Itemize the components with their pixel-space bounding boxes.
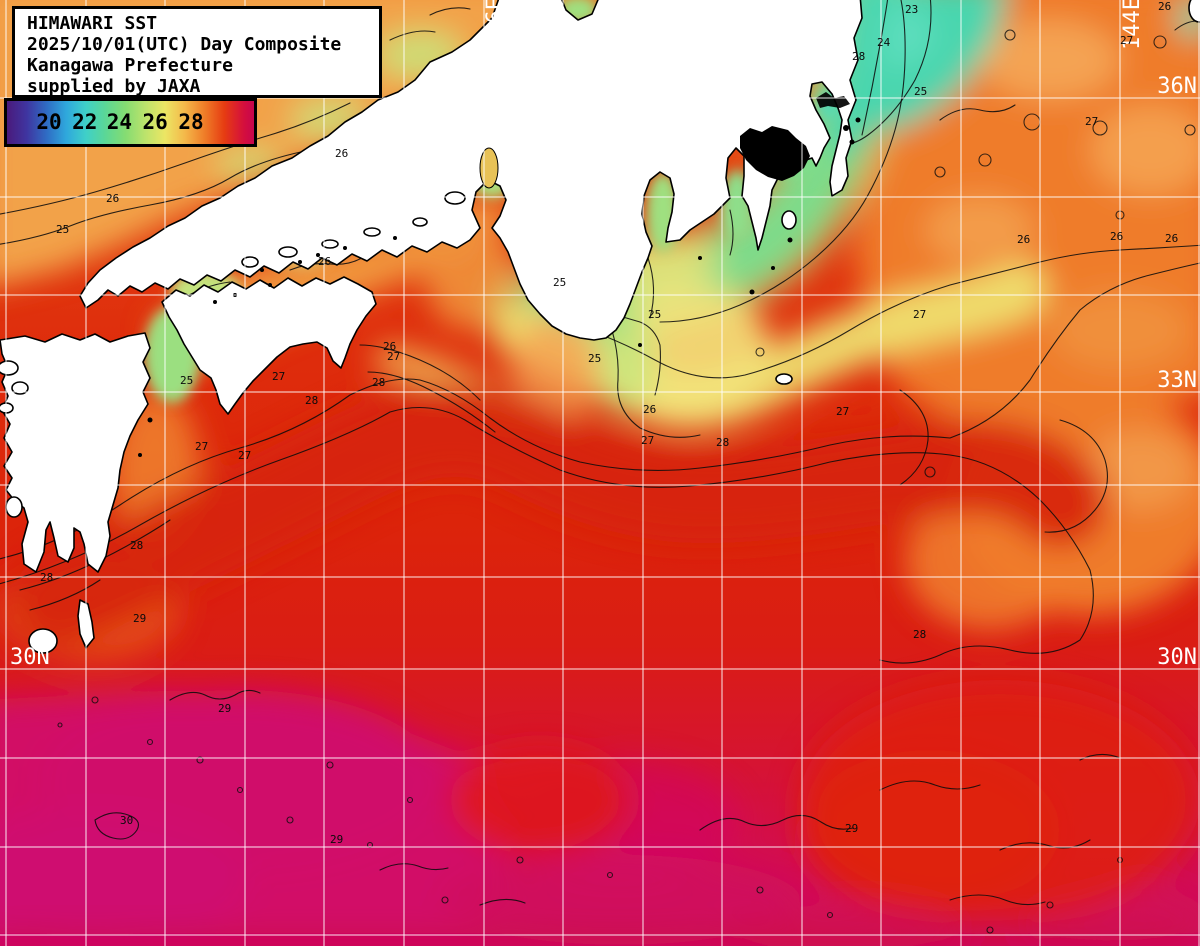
contour-temperature-label: 26: [1158, 0, 1171, 13]
contour-temperature-label: 27: [272, 370, 285, 383]
graticule-labels: 36N 33N 30N 30N 136E 144E: [10, 0, 1197, 670]
shikoku-landmass: [161, 276, 377, 415]
title-line-product: HIMAWARI SST: [27, 13, 158, 34]
contour-temperature-label: 29: [330, 833, 343, 846]
contour-temperature-label: 26: [335, 147, 348, 160]
contour-temperature-label: 28: [716, 436, 729, 449]
colorbar-tick-label: 26: [142, 110, 168, 134]
latitude-label: 36N: [1157, 74, 1197, 99]
contour-temperature-label: 25: [648, 308, 661, 321]
contour-temperature-label: 29: [133, 612, 146, 625]
contour-temperature-label: 27: [1085, 115, 1098, 128]
colorbar-tick-label: 28: [178, 110, 204, 134]
contour-temperature-label: 25: [588, 352, 601, 365]
contour-temperature-label: 25: [553, 276, 566, 289]
contour-temperature-label: 24: [877, 36, 891, 49]
latitude-label: 30N: [1157, 645, 1197, 670]
colorbar-ticks: 20 22 24 26 28: [7, 101, 254, 144]
kyushu-landmass: [0, 332, 151, 573]
colorbar-tick-label: 24: [106, 110, 133, 134]
contour-temperature-label: 28: [372, 376, 385, 389]
contour-temperature-label: 26: [643, 403, 656, 416]
longitude-label: 136E: [483, 0, 508, 50]
black-islets: [138, 117, 861, 457]
contour-temperature-label: 27: [913, 308, 926, 321]
title-line-region: Kanagawa Prefecture: [27, 55, 233, 76]
contour-temperature-label: 27: [387, 350, 400, 363]
title-box: HIMAWARI SST 2025/10/01(UTC) Day Composi…: [12, 6, 382, 98]
contour-temperature-label: 25: [56, 223, 69, 236]
contour-temperature-label: 29: [845, 822, 858, 835]
contour-temperature-label: 23: [905, 3, 918, 16]
contour-temperature-label: 27: [195, 440, 208, 453]
contour-temperature-label: 27: [836, 405, 849, 418]
colorbar-tick-label: 22: [72, 110, 98, 134]
contour-temperature-label: 26: [1110, 230, 1123, 243]
tokyo-bay-marks: [816, 92, 850, 108]
contour-temperature-label: 28: [305, 394, 318, 407]
contour-temperature-label: 28: [130, 539, 143, 552]
honshu-landmass: [79, 0, 863, 341]
contour-temperature-label: 27: [238, 449, 251, 462]
colorbar-gradient: [7, 101, 254, 144]
contour-temperature-label: 28: [40, 571, 53, 584]
title-line-date: 2025/10/01(UTC) Day Composite: [27, 34, 342, 55]
contour-temperature-label: 29: [218, 702, 231, 715]
contour-temperature-label: 27: [1120, 34, 1133, 47]
kanagawa-prefecture-highlight: [740, 126, 810, 181]
latitude-label: 33N: [1157, 368, 1197, 393]
latitude-label: 30N: [10, 645, 50, 670]
contour-temperature-label: 28: [852, 50, 865, 63]
landmasses: [0, 0, 1200, 654]
contour-temperature-label: 25: [914, 85, 927, 98]
contour-speckles: [57, 29, 1196, 934]
contour-temperature-label: 30: [120, 814, 133, 827]
islands: [0, 0, 1200, 654]
longitude-label: 144E: [1120, 0, 1145, 50]
contour-temperature-label: 27: [641, 434, 654, 447]
title-line-supplier: supplied by JAXA: [27, 76, 201, 97]
contour-temperature-label: 25: [180, 374, 193, 387]
colorbar-tick-label: 20: [36, 110, 62, 134]
contour-temperature-label: 26: [318, 255, 331, 268]
contour-temperature-label: 26: [1017, 233, 1030, 246]
contour-temperature-label: 26: [383, 340, 396, 353]
contour-temperature-label: 26: [1165, 232, 1178, 245]
temperature-colorbar: 20 22 24 26 28: [4, 98, 257, 147]
contour-temperature-label: 26: [106, 192, 119, 205]
contour-temperature-label: 28: [913, 628, 926, 641]
awaji-island: [479, 147, 499, 189]
